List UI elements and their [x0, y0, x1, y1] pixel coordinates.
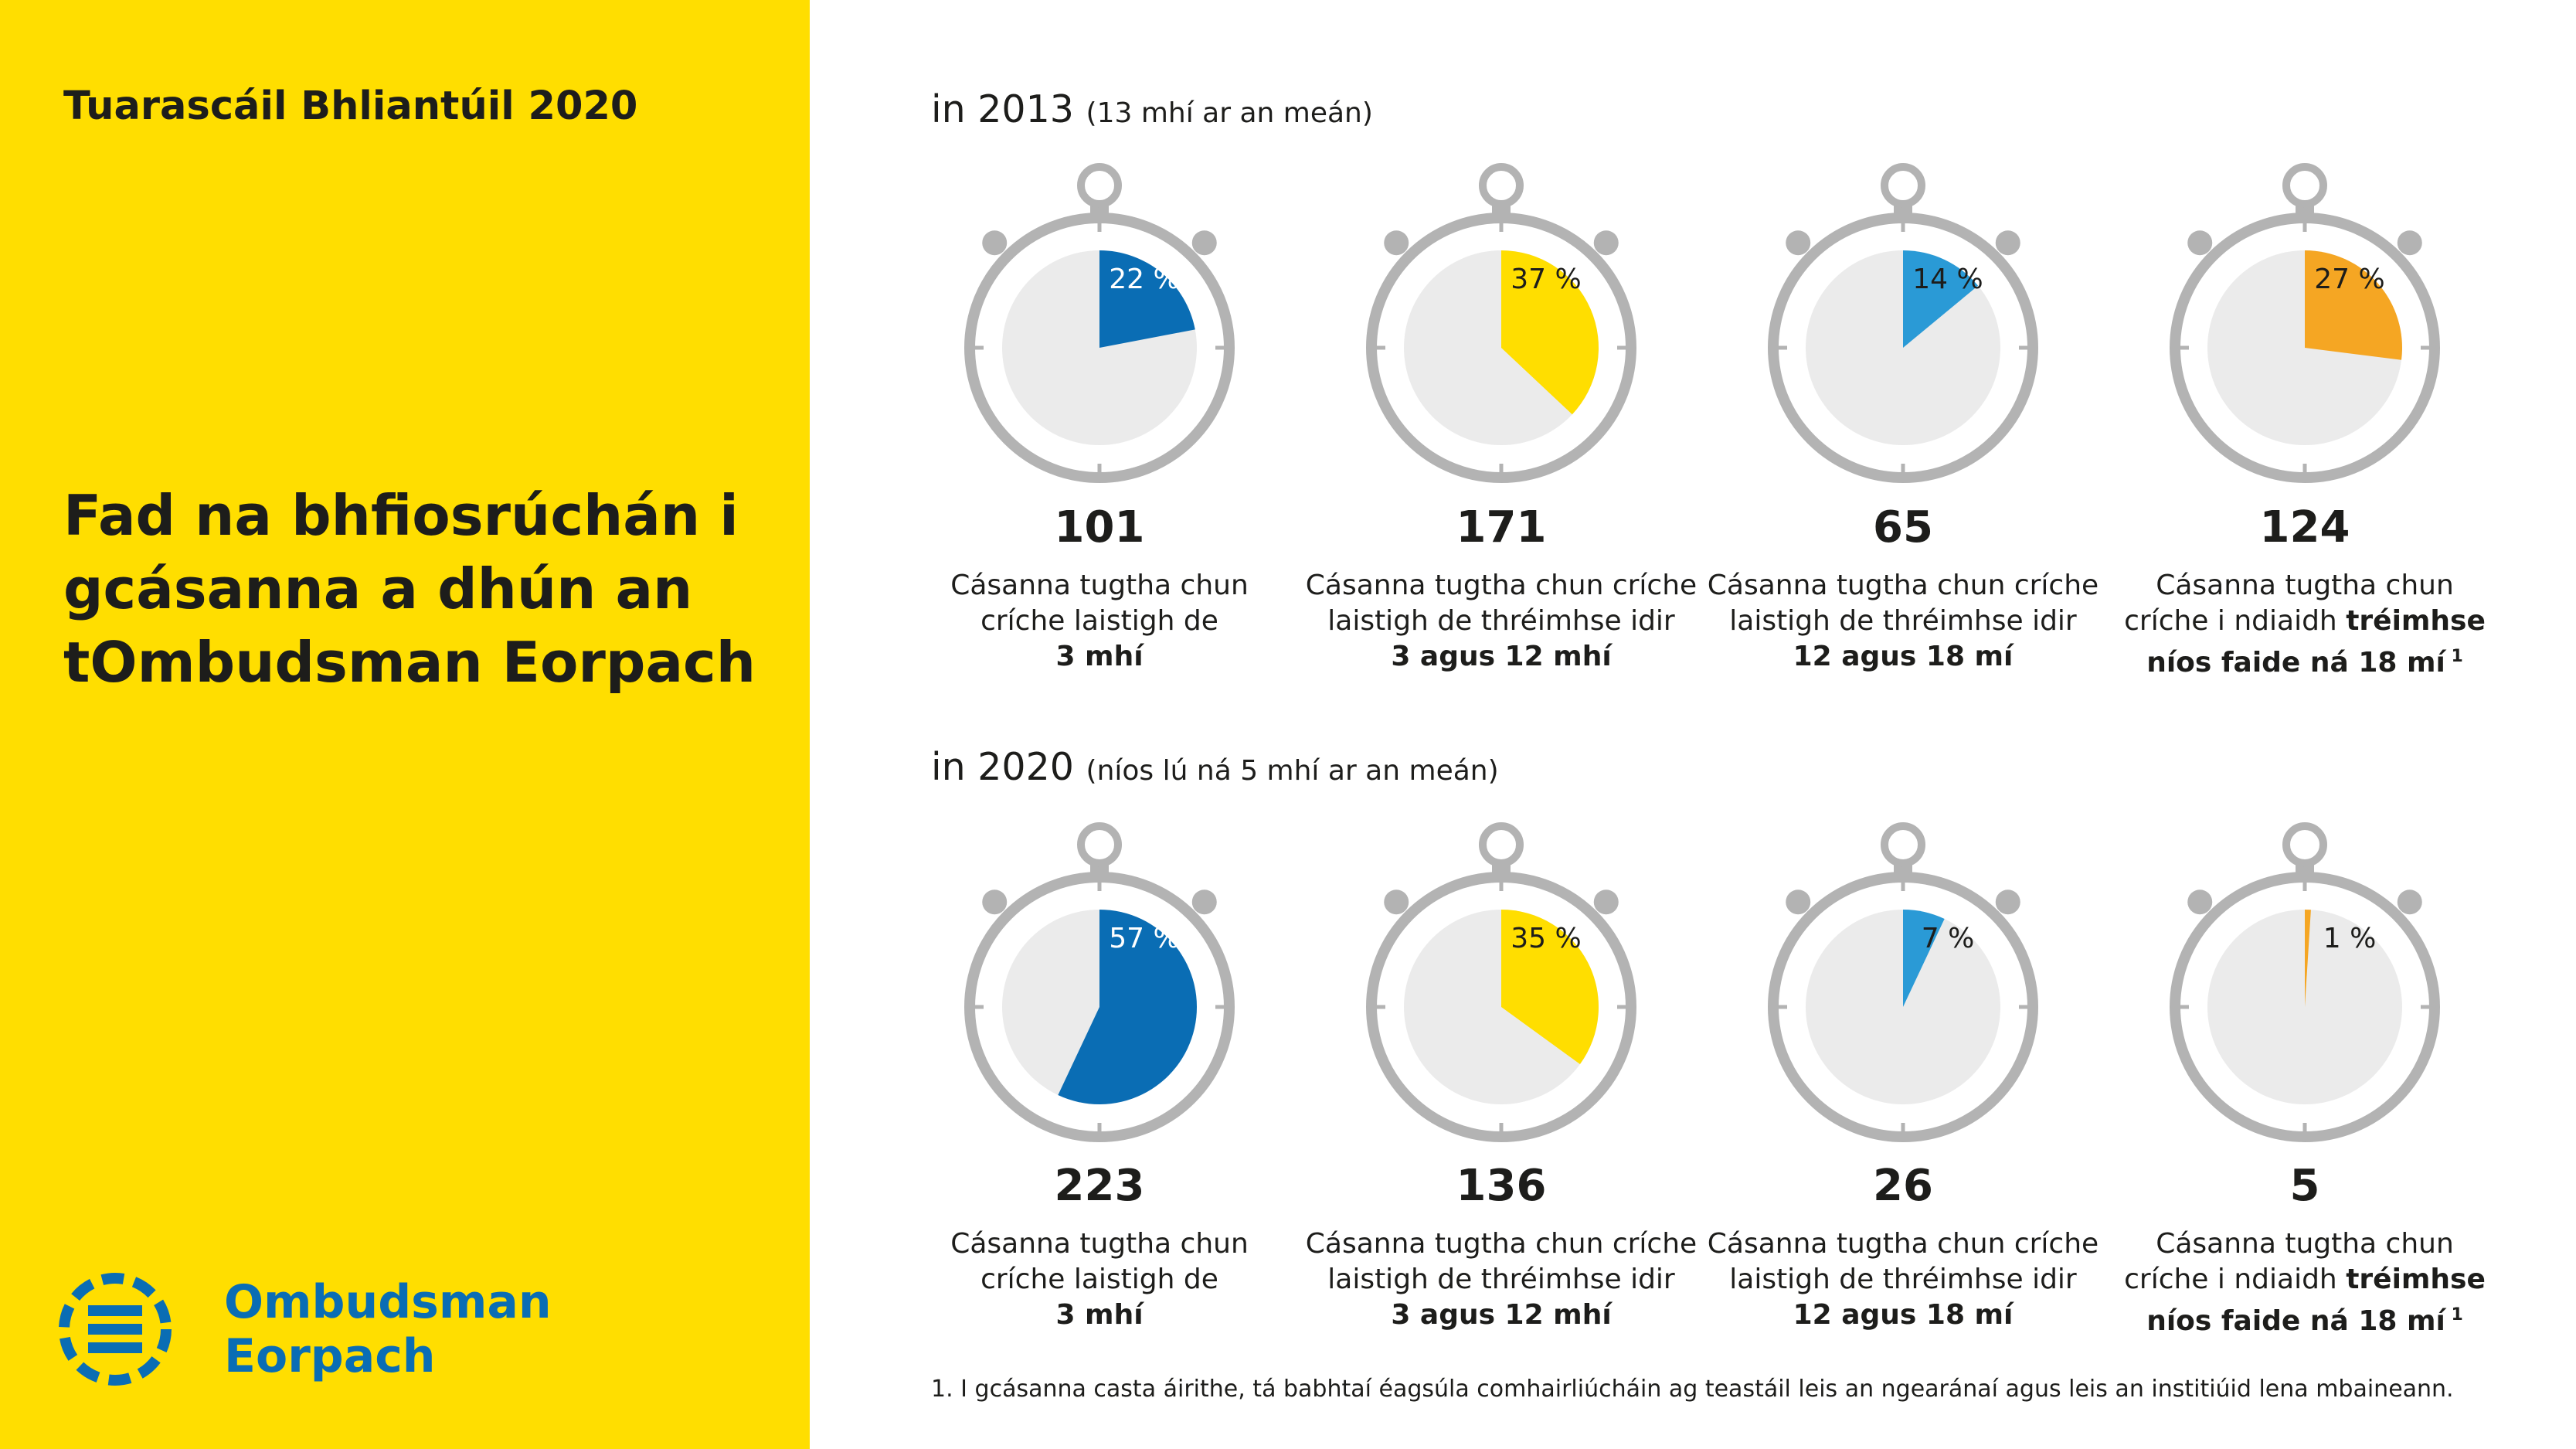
left-panel: Tuarascáil Bhliantúil 2020 Fad na bhfios…: [0, 0, 810, 1449]
section-year: in 2020: [931, 745, 1074, 789]
pie-slice: [2305, 910, 2311, 1007]
data-label: 27 %: [2314, 264, 2384, 295]
stopwatch-chart: 7 %: [1768, 822, 2038, 1142]
stopwatch-crown: [1479, 163, 1524, 208]
stopwatch-button: [1786, 889, 1811, 915]
stopwatch-crown: [2282, 822, 2327, 867]
stopwatch-crown: [1077, 163, 1122, 208]
pie-slice: [1903, 250, 1979, 348]
stopwatch-chart: 57 %: [964, 822, 1235, 1142]
data-label: 1 %: [2323, 923, 2377, 954]
data-label: 37 %: [1511, 264, 1581, 295]
headline: Fad na bhfiosrúchán i gcásanna a dhún an…: [63, 483, 756, 695]
stopwatch-button: [1995, 889, 2020, 915]
stopwatch-button: [1995, 230, 2020, 256]
stopwatch-button: [1191, 889, 1217, 915]
stopwatch-button: [982, 230, 1008, 256]
case-count: 223: [1054, 1161, 1145, 1211]
case-count: 136: [1456, 1161, 1547, 1211]
category-caption: Cásanna tugtha chun críche laistigh de th…: [1707, 1228, 2099, 1331]
pie-slice: [1058, 910, 1197, 1104]
stopwatch-chart: 14 %: [1768, 163, 2038, 483]
stopwatch-crown: [1881, 822, 1925, 867]
section-title-2020: in 2020 (níos lú ná 5 mhí ar an meán): [931, 745, 1499, 789]
stopwatch-chart: 35 %: [1366, 822, 1636, 1142]
data-label: 14 %: [1912, 264, 1983, 295]
data-label: 22 %: [1109, 264, 1179, 295]
stopwatch-button: [982, 889, 1008, 915]
pie-slice: [1903, 910, 1945, 1007]
case-count: 171: [1456, 502, 1547, 553]
logo-text: Ombudsman Eorpach: [224, 1275, 552, 1383]
data-label: 7 %: [1922, 923, 1975, 954]
stopwatch-button: [1191, 230, 1217, 256]
stopwatch-button: [1384, 230, 1409, 256]
data-label: 57 %: [1109, 923, 1179, 954]
category-caption: Cásanna tugtha chun críche i ndiaidh tréi…: [2124, 570, 2486, 679]
stopwatch-crown: [1077, 822, 1122, 867]
section-year: in 2013: [931, 87, 1074, 131]
stopwatch-button: [1593, 889, 1619, 915]
stopwatch-button: [2187, 230, 2213, 256]
data-label: 35 %: [1511, 923, 1581, 954]
case-count: 26: [1873, 1161, 1933, 1211]
stopwatch-button: [2187, 889, 2213, 915]
category-caption: Cásanna tugtha chun críche laistigh de th…: [1305, 1228, 1698, 1331]
stopwatch-crown: [2282, 163, 2327, 208]
logo-line2: Eorpach: [224, 1329, 436, 1383]
pie-slice: [2305, 250, 2402, 360]
stopwatch-chart: 22 %: [964, 163, 1235, 483]
pie-slice: [1501, 910, 1599, 1065]
category-caption: Cásanna tugtha chun críche laistigh de th…: [1707, 570, 2099, 672]
category-caption: Cásanna tugtha chun críche laistigh de 3 m…: [950, 1228, 1249, 1331]
section-subtitle: (níos lú ná 5 mhí ar an meán): [1086, 755, 1499, 787]
section-subtitle: (13 mhí ar an meán): [1086, 97, 1373, 129]
pie-slice: [1099, 250, 1195, 348]
stopwatch-button: [2397, 230, 2422, 256]
section-title-2013: in 2013 (13 mhí ar an meán): [931, 87, 1373, 131]
case-count: 124: [2259, 502, 2350, 553]
stopwatch-chart: 37 %: [1366, 163, 1636, 483]
stopwatch-button: [2397, 889, 2422, 915]
stopwatch-button: [1786, 230, 1811, 256]
footnote: 1. I gcásanna casta áirithe, tá babhtaí …: [931, 1376, 2454, 1403]
report-title: Tuarascáil Bhliantúil 2020: [63, 83, 638, 129]
case-count: 5: [2289, 1161, 2320, 1211]
logo-line1: Ombudsman: [224, 1275, 552, 1329]
stopwatch-crown: [1881, 163, 1925, 208]
category-caption: Cásanna tugtha chun críche i ndiaidh tréi…: [2124, 1228, 2486, 1337]
stopwatch-button: [1384, 889, 1409, 915]
case-count: 101: [1054, 502, 1145, 553]
case-count: 65: [1873, 502, 1933, 553]
stopwatch-button: [1593, 230, 1619, 256]
category-caption: Cásanna tugtha chun críche laistigh de th…: [1305, 570, 1698, 672]
stopwatch-chart: 27 %: [2170, 163, 2440, 483]
pie-slice: [1501, 250, 1599, 415]
ombudsman-logo-icon: [59, 1273, 172, 1386]
stopwatch-chart: 1 %: [2170, 822, 2440, 1142]
stopwatch-crown: [1479, 822, 1524, 867]
category-caption: Cásanna tugtha chun críche laistigh de 3 m…: [950, 570, 1249, 672]
